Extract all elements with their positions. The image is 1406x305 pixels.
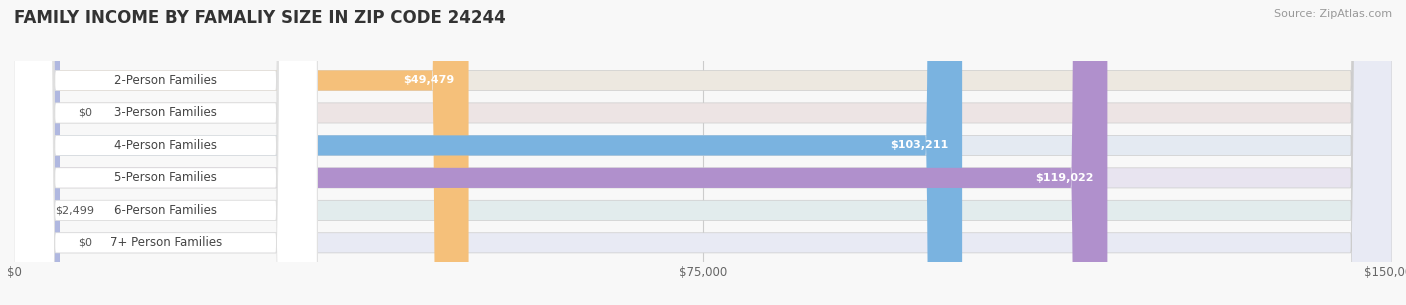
Text: 4-Person Families: 4-Person Families xyxy=(114,139,217,152)
Text: 7+ Person Families: 7+ Person Families xyxy=(110,236,222,249)
Text: $0: $0 xyxy=(79,238,93,248)
Text: $2,499: $2,499 xyxy=(55,205,94,215)
FancyBboxPatch shape xyxy=(0,0,51,305)
FancyBboxPatch shape xyxy=(14,0,468,305)
FancyBboxPatch shape xyxy=(14,0,1392,305)
FancyBboxPatch shape xyxy=(14,0,318,305)
FancyBboxPatch shape xyxy=(14,0,1108,305)
FancyBboxPatch shape xyxy=(14,0,1392,305)
FancyBboxPatch shape xyxy=(14,0,1392,305)
FancyBboxPatch shape xyxy=(14,0,318,305)
Text: 3-Person Families: 3-Person Families xyxy=(114,106,217,120)
Text: FAMILY INCOME BY FAMALIY SIZE IN ZIP CODE 24244: FAMILY INCOME BY FAMALIY SIZE IN ZIP COD… xyxy=(14,9,506,27)
Text: $119,022: $119,022 xyxy=(1035,173,1094,183)
FancyBboxPatch shape xyxy=(14,0,318,305)
FancyBboxPatch shape xyxy=(14,0,962,305)
FancyBboxPatch shape xyxy=(14,0,60,305)
Text: Source: ZipAtlas.com: Source: ZipAtlas.com xyxy=(1274,9,1392,19)
Text: $103,211: $103,211 xyxy=(890,140,949,150)
Text: 5-Person Families: 5-Person Families xyxy=(114,171,217,185)
FancyBboxPatch shape xyxy=(14,0,318,305)
FancyBboxPatch shape xyxy=(14,0,1392,305)
FancyBboxPatch shape xyxy=(14,0,318,305)
Text: 6-Person Families: 6-Person Families xyxy=(114,204,217,217)
Text: $49,479: $49,479 xyxy=(404,75,454,85)
FancyBboxPatch shape xyxy=(14,0,1392,305)
FancyBboxPatch shape xyxy=(14,0,60,305)
Text: $0: $0 xyxy=(79,108,93,118)
FancyBboxPatch shape xyxy=(14,0,1392,305)
Text: 2-Person Families: 2-Person Families xyxy=(114,74,217,87)
FancyBboxPatch shape xyxy=(14,0,318,305)
